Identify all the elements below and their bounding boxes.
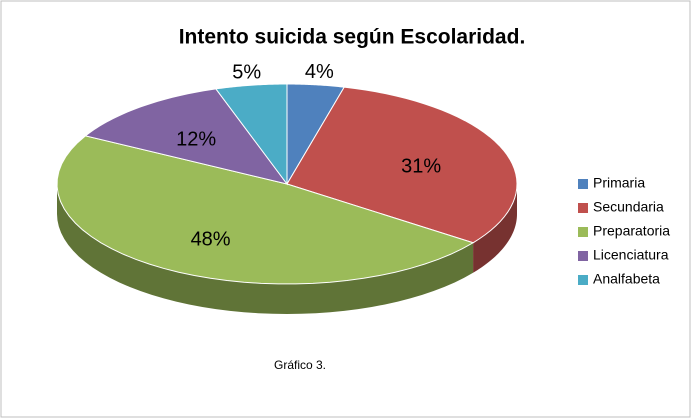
legend-swatch (578, 227, 588, 237)
legend-swatch (578, 251, 588, 261)
legend-label: Analfabeta (593, 271, 660, 287)
data-label: 48% (191, 229, 231, 251)
slice (286, 86, 518, 244)
legend-label: Preparatoria (593, 223, 670, 239)
caption: Gráfico 3. (274, 358, 326, 372)
legend-swatch (578, 275, 588, 285)
legend-label: Primaria (593, 175, 645, 191)
legend-swatch (578, 179, 588, 189)
data-label: 4% (305, 61, 334, 83)
slice (215, 83, 288, 186)
data-label: 12% (176, 129, 216, 151)
data-label: 5% (232, 62, 261, 84)
legend-label: Secundaria (593, 199, 664, 215)
slice (84, 88, 289, 185)
slice (56, 135, 475, 285)
legend-label: Licenciatura (593, 247, 669, 263)
data-label: 31% (401, 155, 441, 177)
legend-swatch (578, 203, 588, 213)
slice-side (473, 184, 517, 273)
slice-side (57, 184, 474, 314)
chart-title: Intento suicida según Escolaridad. (179, 26, 526, 49)
